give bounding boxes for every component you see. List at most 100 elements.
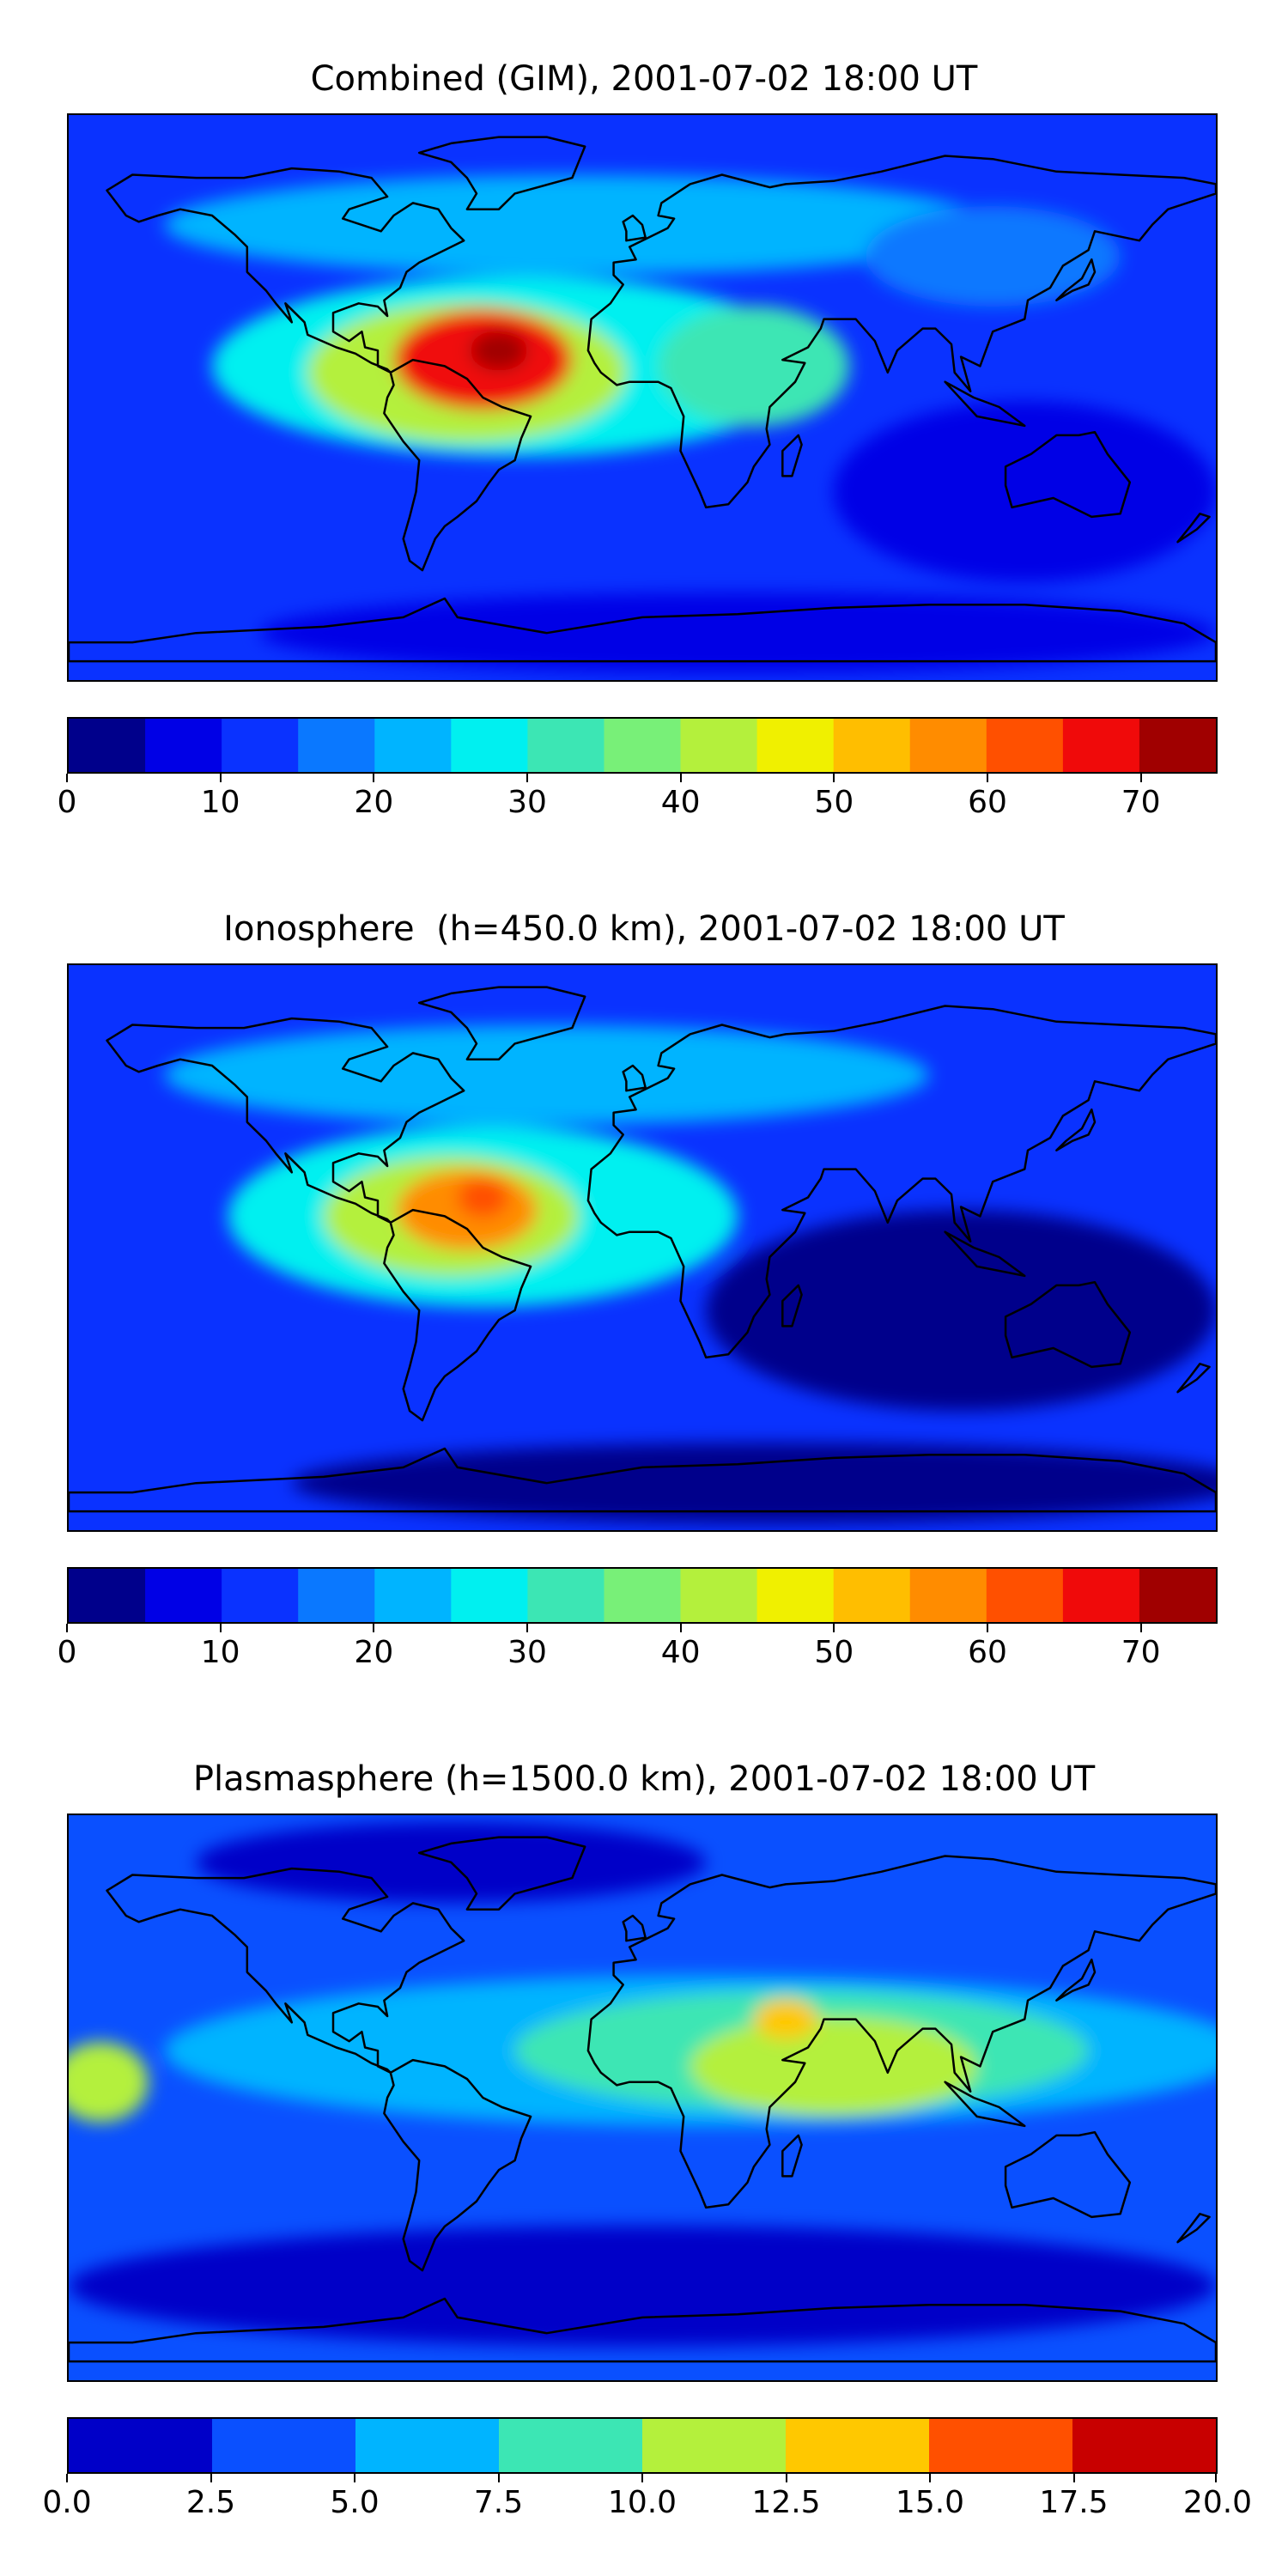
coastline-antarctica (69, 2297, 1216, 2363)
colorbar-segment (527, 719, 605, 772)
colorbar-tick (833, 1624, 835, 1632)
contour-arabia-peak (753, 1999, 818, 2040)
panel-3-title: Plasmasphere (h=1500.0 km), 2001-07-02 1… (192, 1759, 1096, 1799)
colorbar-tick-label: 60 (968, 785, 1007, 820)
colorbar-tick-label: 30 (507, 785, 547, 820)
colorbar-segment (69, 719, 146, 772)
colorbar-segment (451, 719, 528, 772)
colorbar-segment (642, 2419, 787, 2472)
colorbar-tick (354, 2474, 355, 2482)
coastline-japan (1055, 258, 1097, 301)
coastline-britain (622, 1064, 647, 1092)
colorbar-segment (833, 1569, 911, 1622)
colorbar-tick-label: 10 (200, 785, 240, 820)
coastline-antarctica (69, 597, 1216, 663)
colorbar-tick (66, 2474, 68, 2482)
coastline-japan (1055, 1958, 1097, 2002)
colorbar-segment (986, 719, 1064, 772)
colorbar-tick (373, 774, 375, 782)
colorbar-tick-label: 70 (1121, 785, 1161, 820)
colorbar-segment (833, 719, 911, 772)
colorbar-tick-label: 5.0 (330, 2485, 380, 2520)
contour-pacific-west (69, 2041, 149, 2123)
panel-3-colorbar-ticks: 0.0 2.5 5.0 7.5 10.0 12.5 15.0 17.5 20.0 (42, 2474, 1252, 2525)
colorbar-tick (929, 2474, 931, 2482)
colorbar-tick (1139, 1624, 1142, 1632)
colorbar-tick-label: 20 (354, 1635, 394, 1670)
colorbar-tick (641, 2474, 643, 2482)
coastline-britain (622, 214, 647, 242)
colorbar-tick (66, 1624, 68, 1632)
coastline-indonesia (944, 1230, 1026, 1278)
colorbar-segment (680, 1569, 758, 1622)
contour-south-pacific-low (833, 401, 1216, 582)
contour-south-low (69, 2226, 1216, 2347)
contour-india-max (690, 2015, 977, 2117)
coastline-new-zealand (1176, 1363, 1211, 1394)
colorbar-tick (679, 774, 682, 782)
colorbar-tick (987, 1624, 988, 1632)
colorbar-segment (1062, 719, 1140, 772)
coastline-south-america (383, 1208, 532, 1422)
colorbar-segment (222, 1569, 299, 1622)
coastline-madagascar (781, 2134, 803, 2178)
colorbar-segment (374, 719, 452, 772)
contour-asia-band (865, 206, 1121, 307)
colorbar-tick-label: 7.5 (473, 2485, 524, 2520)
colorbar-tick-label: 40 (660, 1635, 701, 1670)
coastlines (69, 136, 1216, 663)
colorbar-tick-label: 30 (507, 1635, 547, 1670)
contour-peak (470, 330, 528, 371)
colorbar-segment (499, 2419, 643, 2472)
colorbar-segment (604, 1569, 682, 1622)
panel-1-map-svg (69, 115, 1216, 680)
colorbar-tick (219, 774, 222, 782)
contour-north-band (164, 174, 993, 276)
colorbar-tick-label: 40 (660, 785, 701, 820)
colorbar-tick-label: 2.5 (185, 2485, 236, 2520)
colorbar-segment (680, 719, 758, 772)
contour-east-africa (658, 306, 850, 427)
panel-3-colorbar-svg (69, 2419, 1216, 2472)
panel-2-map (67, 963, 1218, 1532)
coastline-madagascar (781, 1284, 803, 1327)
colorbar-tick-label: 60 (968, 1635, 1007, 1670)
coastline-greenland (417, 136, 586, 210)
colorbar-segment (786, 2419, 930, 2472)
coastline-greenland (417, 1836, 586, 1911)
panel-3-map-svg (69, 1815, 1216, 2380)
contour-polar-low (259, 592, 1216, 673)
contour-polar-low (291, 1443, 1216, 1523)
colorbar-tick (497, 2474, 500, 2482)
colorbar-segment (909, 719, 987, 772)
colorbar-segment (298, 1569, 375, 1622)
colorbar-tick (833, 774, 835, 782)
coastline-australia (1004, 430, 1132, 519)
coastline-africa-eurasia (586, 1005, 1216, 1359)
colorbar-tick-label: 12.5 (751, 2485, 821, 2520)
coastlines (69, 986, 1216, 1513)
colorbar-segment (298, 719, 375, 772)
coastline-indonesia (944, 380, 1026, 428)
colorbar-tick-label: 0 (57, 785, 77, 820)
colorbar-segment (1072, 2419, 1216, 2472)
colorbar-tick (1215, 2474, 1217, 2482)
colorbar-segment (756, 719, 835, 772)
colorbar-tick-label: 10.0 (607, 2485, 677, 2520)
colorbar-tick (66, 774, 68, 782)
coastline-north-america (106, 167, 465, 374)
coastlines (69, 1836, 1216, 2363)
coastline-britain (622, 1914, 647, 1942)
contour-south-low (706, 1210, 1216, 1412)
coastline-new-zealand (1176, 513, 1211, 544)
colorbar-tick (210, 2474, 212, 2482)
panel-2-title: Ionosphere (h=450.0 km), 2001-07-02 18:0… (223, 909, 1065, 949)
coastline-north-america (106, 1867, 465, 2075)
colorbar-tick-label: 15.0 (895, 2485, 965, 2520)
colorbar-segment (527, 1569, 605, 1622)
colorbar-segment (986, 1569, 1064, 1622)
colorbar-segment (355, 2419, 500, 2472)
panel-3-colorbar (67, 2417, 1218, 2474)
colorbar-tick-label: 50 (814, 1635, 854, 1670)
colorbar-segment (909, 1569, 987, 1622)
